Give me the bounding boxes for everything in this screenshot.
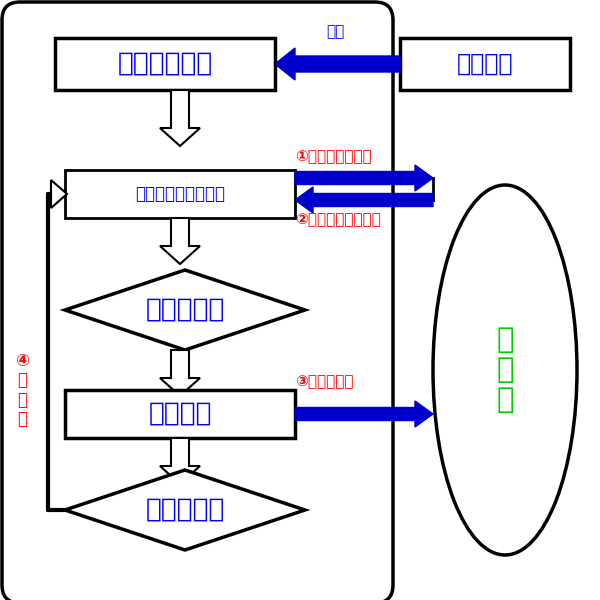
Bar (65, 170, 295, 218)
Polygon shape (65, 270, 305, 350)
Bar (400, 38, 570, 90)
Polygon shape (275, 48, 400, 80)
FancyBboxPatch shape (2, 2, 393, 600)
Text: 検査の実施: 検査の実施 (145, 297, 224, 323)
Polygon shape (48, 180, 67, 208)
Text: 国又は県: 国又は県 (457, 52, 513, 76)
Polygon shape (160, 218, 200, 264)
Bar (65, 390, 295, 438)
Polygon shape (295, 401, 433, 427)
Polygon shape (295, 165, 433, 191)
Text: お
客
様: お 客 様 (496, 326, 514, 414)
Text: ②計画に対する意見: ②計画に対する意見 (295, 212, 381, 227)
Text: 監督: 監督 (326, 25, 344, 40)
Polygon shape (295, 187, 433, 213)
Text: 水質検査計画の策定: 水質検査計画の策定 (135, 185, 225, 203)
Text: ①検査計画の公表: ①検査計画の公表 (295, 149, 372, 164)
Text: 塩竈市水道部: 塩竈市水道部 (118, 51, 212, 77)
Polygon shape (160, 438, 200, 484)
Text: 検査結果: 検査結果 (148, 401, 212, 427)
Text: ③結果の公表: ③結果の公表 (295, 374, 353, 389)
Polygon shape (65, 470, 305, 550)
Bar (55, 38, 275, 90)
Text: ④
見
直
し: ④ 見 直 し (15, 352, 29, 428)
Polygon shape (160, 350, 200, 396)
Polygon shape (160, 90, 200, 146)
Text: 検査の評価: 検査の評価 (145, 497, 224, 523)
Ellipse shape (433, 185, 577, 555)
